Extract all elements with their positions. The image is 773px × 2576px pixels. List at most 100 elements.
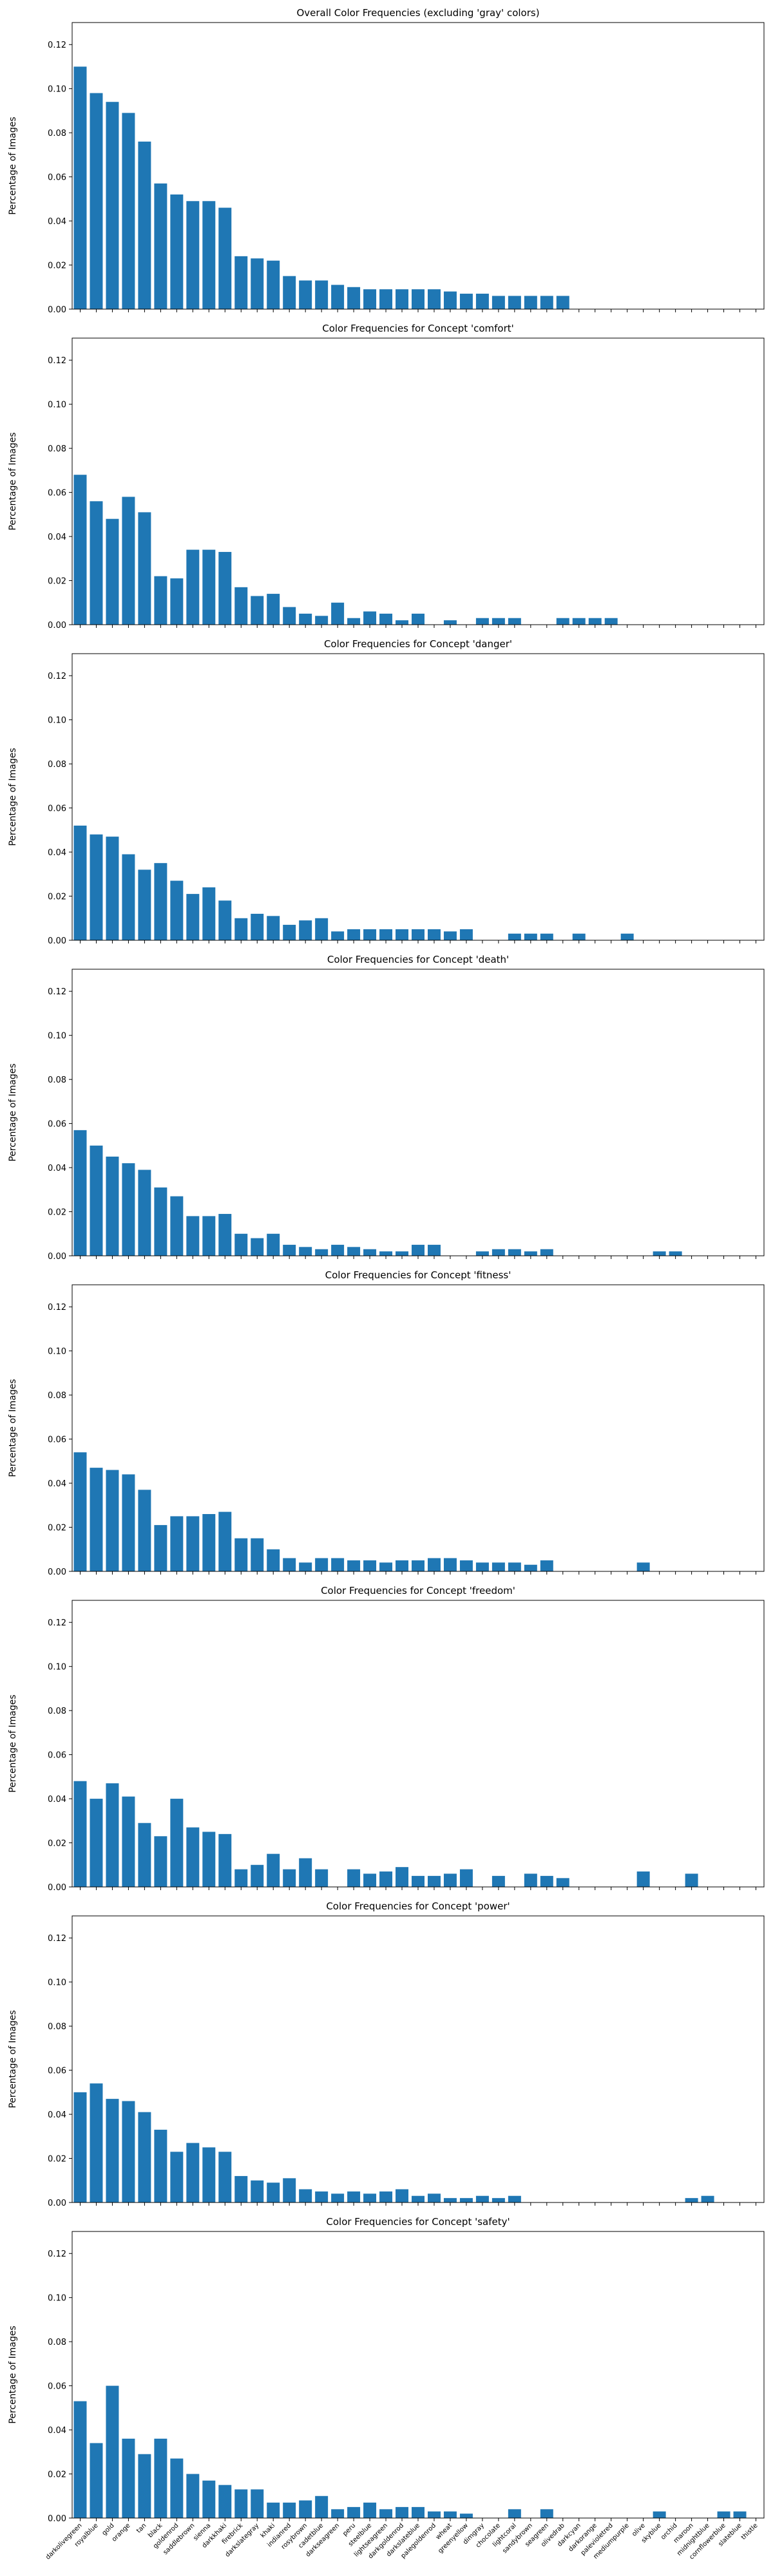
y-tick-label: 0.04 — [48, 217, 66, 227]
y-tick-label: 0.00 — [48, 2199, 66, 2208]
y-tick-label: 0.02 — [48, 1524, 66, 1533]
bar — [540, 1249, 553, 1256]
bar — [234, 1538, 248, 1571]
bar — [459, 2514, 473, 2518]
bar — [106, 1783, 119, 1887]
bar — [154, 1525, 167, 1571]
y-tick-label: 0.12 — [48, 1934, 66, 1944]
y-tick-label: 0.04 — [48, 1795, 66, 1804]
bar — [379, 1251, 393, 1256]
bar — [138, 2112, 151, 2202]
y-tick-label: 0.02 — [48, 893, 66, 902]
bar — [106, 1470, 119, 1571]
bar — [251, 913, 264, 940]
bar — [154, 2130, 167, 2202]
bar — [524, 1564, 537, 1571]
bar — [186, 894, 200, 940]
bar — [73, 1781, 87, 1887]
bar — [315, 616, 329, 625]
bar — [459, 929, 473, 940]
bar — [170, 880, 184, 940]
bar — [620, 933, 634, 940]
y-tick-label: 0.04 — [48, 1479, 66, 1489]
bar — [572, 933, 586, 940]
subplot-8: Color Frequencies for Concept 'safety' Pe… — [8, 2216, 765, 2561]
bar — [122, 1163, 135, 1256]
y-tick-label: 0.02 — [48, 1839, 66, 1849]
bar — [202, 1832, 216, 1887]
bar — [412, 1560, 425, 1571]
bar — [251, 1864, 264, 1887]
chart-title: Color Frequencies for Concept 'comfort' — [322, 323, 514, 334]
bar — [234, 2489, 248, 2518]
chart-title: Color Frequencies for Concept 'safety' — [326, 2216, 510, 2228]
bar — [653, 2511, 666, 2518]
bar — [138, 1170, 151, 1256]
bar — [412, 929, 425, 940]
bar — [379, 2509, 393, 2518]
subplot-5: Color Frequencies for Concept 'fitness' P… — [8, 1269, 765, 1577]
bar — [379, 1562, 393, 1571]
bar — [396, 1867, 409, 1887]
bar — [186, 1827, 200, 1887]
bar — [363, 2503, 377, 2518]
bar — [267, 1549, 280, 1571]
bar — [412, 2195, 425, 2202]
bar — [363, 611, 377, 625]
y-tick-label: 0.02 — [48, 2155, 66, 2164]
subplot-7: Color Frequencies for Concept 'power' Per… — [8, 1900, 765, 2208]
bar — [218, 1833, 232, 1887]
y-tick-label: 0.02 — [48, 577, 66, 587]
bar — [508, 933, 521, 940]
bar — [186, 549, 200, 625]
bar — [412, 613, 425, 625]
y-tick-label: 0.06 — [48, 804, 66, 814]
bar — [202, 1514, 216, 1571]
axes-frame — [72, 969, 765, 1256]
bar — [122, 2438, 135, 2518]
bar — [202, 201, 216, 309]
axes-frame — [72, 2231, 765, 2519]
bar — [138, 141, 151, 309]
subplot-3: Color Frequencies for Concept 'danger' Pe… — [8, 638, 765, 946]
y-tick-label: 0.08 — [48, 444, 66, 454]
bar — [443, 1873, 457, 1887]
bar — [138, 2454, 151, 2518]
y-tick-label: 0.00 — [48, 1567, 66, 1577]
y-tick-label: 0.12 — [48, 356, 66, 366]
y-tick-label: 0.00 — [48, 621, 66, 630]
bar — [186, 2474, 200, 2518]
bar — [604, 618, 618, 625]
bar — [347, 2506, 361, 2518]
bar — [122, 497, 135, 625]
bar — [427, 1558, 441, 1571]
bar — [251, 1538, 264, 1571]
bar — [396, 620, 409, 625]
bar — [267, 594, 280, 625]
bar — [412, 1875, 425, 1887]
bar — [347, 1869, 361, 1887]
bar — [491, 618, 505, 625]
bar — [299, 1247, 312, 1256]
y-tick-label: 0.06 — [48, 1751, 66, 1761]
bar — [540, 1560, 553, 1571]
bar — [267, 2183, 280, 2202]
bar — [90, 1799, 103, 1887]
y-tick-label: 0.12 — [48, 987, 66, 997]
bar — [363, 1249, 377, 1256]
y-tick-label: 0.12 — [48, 2249, 66, 2259]
bar — [202, 2480, 216, 2518]
bar — [396, 289, 409, 309]
y-axis-label: Percentage of Images — [8, 748, 18, 846]
y-axis-label: Percentage of Images — [8, 2325, 18, 2423]
bar — [283, 2503, 296, 2518]
bar — [251, 258, 264, 309]
bar — [379, 2191, 393, 2202]
bar — [251, 596, 264, 625]
bar — [475, 2195, 489, 2202]
bar — [733, 2511, 747, 2518]
bar — [106, 2099, 119, 2202]
y-tick-label: 0.08 — [48, 760, 66, 770]
bar — [347, 2191, 361, 2202]
bar — [218, 1511, 232, 1571]
